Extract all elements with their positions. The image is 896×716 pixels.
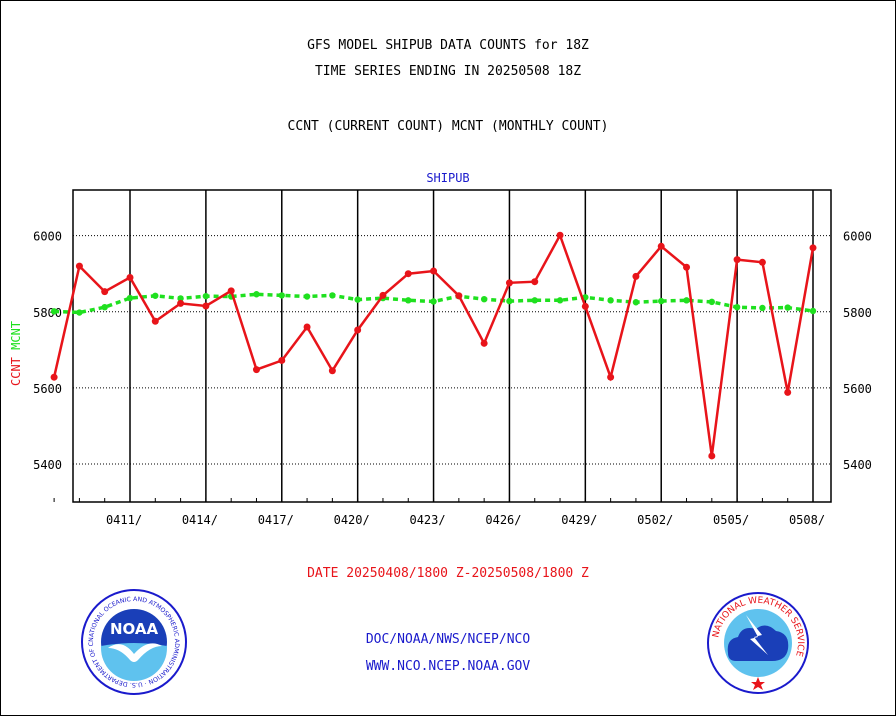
y-axis-label-ccnt: CCNT bbox=[9, 357, 23, 386]
x-tick-label: 0414/ bbox=[182, 513, 218, 527]
x-tick-label: 0508/ bbox=[789, 513, 825, 527]
y-tick-label-left: 5400 bbox=[33, 458, 62, 472]
series-description: CCNT (CURRENT COUNT) MCNT (MONTHLY COUNT… bbox=[287, 119, 609, 134]
y-tick-label-right: 5800 bbox=[843, 306, 872, 320]
mcnt-data-point bbox=[784, 304, 791, 311]
y-tick-label-right: 6000 bbox=[843, 230, 872, 244]
ccnt-data-point bbox=[278, 356, 286, 364]
mcnt-data-point bbox=[480, 296, 488, 303]
ccnt-data-point bbox=[581, 302, 589, 310]
ccnt-data-point bbox=[531, 278, 539, 286]
mcnt-data-point bbox=[329, 292, 336, 299]
ccnt-data-point bbox=[556, 231, 564, 239]
noaa-logo-text: NOAA bbox=[110, 620, 159, 638]
mcnt-data-point bbox=[405, 297, 412, 304]
mcnt-data-point bbox=[809, 307, 817, 315]
mcnt-data-point bbox=[76, 309, 83, 316]
ccnt-data-point bbox=[101, 288, 109, 296]
ccnt-data-point bbox=[151, 317, 159, 325]
ccnt-data-point bbox=[328, 367, 336, 375]
x-tick-label: 0411/ bbox=[106, 513, 142, 527]
x-tick-label: 0505/ bbox=[713, 513, 749, 527]
mcnt-data-point bbox=[733, 303, 741, 311]
mcnt-data-point bbox=[152, 292, 159, 299]
x-tick-label: 0502/ bbox=[637, 513, 673, 527]
ccnt-data-point bbox=[784, 388, 792, 396]
y-tick-label-right: 5600 bbox=[843, 382, 872, 396]
mcnt-data-point bbox=[708, 298, 716, 306]
mcnt-data-point bbox=[658, 297, 665, 305]
mcnt-data-point bbox=[126, 294, 134, 302]
ccnt-data-point bbox=[455, 292, 463, 300]
mcnt-data-point bbox=[303, 293, 311, 300]
mcnt-data-point bbox=[101, 303, 108, 311]
x-tick-label: 0420/ bbox=[334, 513, 370, 527]
ccnt-data-point bbox=[733, 256, 741, 264]
ccnt-data-point bbox=[708, 452, 716, 460]
mcnt-data-point bbox=[177, 295, 184, 302]
x-tick-label: 0426/ bbox=[485, 513, 521, 527]
ccnt-data-point bbox=[632, 272, 640, 280]
ccnt-data-point bbox=[354, 326, 362, 334]
mcnt-data-point bbox=[430, 298, 437, 305]
plot-label: SHIPUB bbox=[426, 171, 470, 185]
ccnt-data-point bbox=[227, 287, 235, 295]
y-tick-label-left: 5600 bbox=[33, 382, 62, 396]
website-label: WWW.NCO.NCEP.NOAA.GOV bbox=[365, 659, 531, 674]
mcnt-data-point bbox=[607, 297, 614, 304]
ccnt-data-point bbox=[430, 267, 438, 275]
ccnt-data-point bbox=[177, 299, 185, 307]
ccnt-data-point bbox=[303, 323, 311, 331]
mcnt-data-point bbox=[683, 297, 690, 304]
mcnt-data-point bbox=[354, 296, 361, 303]
chart-subtitle: TIME SERIES ENDING IN 20250508 18Z bbox=[314, 64, 582, 79]
date-range-label: DATE 20250408/1800 Z-20250508/1800 Z bbox=[307, 566, 589, 581]
y-axis-label-mcnt: MCNT bbox=[9, 321, 23, 357]
ccnt-data-point bbox=[75, 262, 83, 270]
ccnt-data-point bbox=[607, 373, 615, 381]
mcnt-data-point bbox=[202, 292, 210, 300]
mcnt-data-point bbox=[506, 297, 513, 305]
noaa-logo: NATIONAL OCEANIC AND ATMOSPHERIC ADMINIS… bbox=[80, 588, 187, 695]
ccnt-data-point bbox=[126, 274, 134, 282]
ccnt-data-point bbox=[202, 302, 210, 310]
ccnt-data-point bbox=[683, 263, 691, 271]
ccnt-data-point bbox=[379, 291, 387, 299]
y-tick-label-left: 6000 bbox=[33, 230, 62, 244]
x-tick-label: 0423/ bbox=[409, 513, 445, 527]
ccnt-data-point bbox=[480, 339, 488, 347]
mcnt-data-point bbox=[632, 299, 640, 306]
ccnt-data-point bbox=[505, 279, 513, 287]
ccnt-data-point bbox=[404, 270, 412, 278]
mcnt-data-point bbox=[50, 308, 58, 315]
x-tick-label: 0417/ bbox=[258, 513, 294, 527]
ccnt-data-point bbox=[657, 242, 665, 250]
mcnt-data-point bbox=[253, 291, 260, 298]
mcnt-data-point bbox=[278, 292, 285, 299]
x-tick-label: 0429/ bbox=[561, 513, 597, 527]
mcnt-data-point bbox=[556, 297, 564, 304]
plot-area-border bbox=[72, 189, 832, 503]
nws-logo: NATIONAL WEATHER SERVICE bbox=[707, 592, 809, 694]
y-axis-label: CCNT MCNT bbox=[9, 321, 23, 386]
ccnt-data-point bbox=[809, 244, 817, 252]
ccnt-data-point bbox=[252, 366, 260, 374]
mcnt-data-point bbox=[759, 304, 766, 312]
ccnt-data-point bbox=[758, 258, 766, 266]
credit-line: DOC/NOAA/NWS/NCEP/NCO bbox=[365, 632, 531, 647]
mcnt-data-point bbox=[531, 297, 538, 304]
chart-title: GFS MODEL SHIPUB DATA COUNTS for 18Z bbox=[307, 38, 589, 53]
y-tick-label-right: 5400 bbox=[843, 458, 872, 472]
ccnt-data-point bbox=[50, 373, 58, 381]
